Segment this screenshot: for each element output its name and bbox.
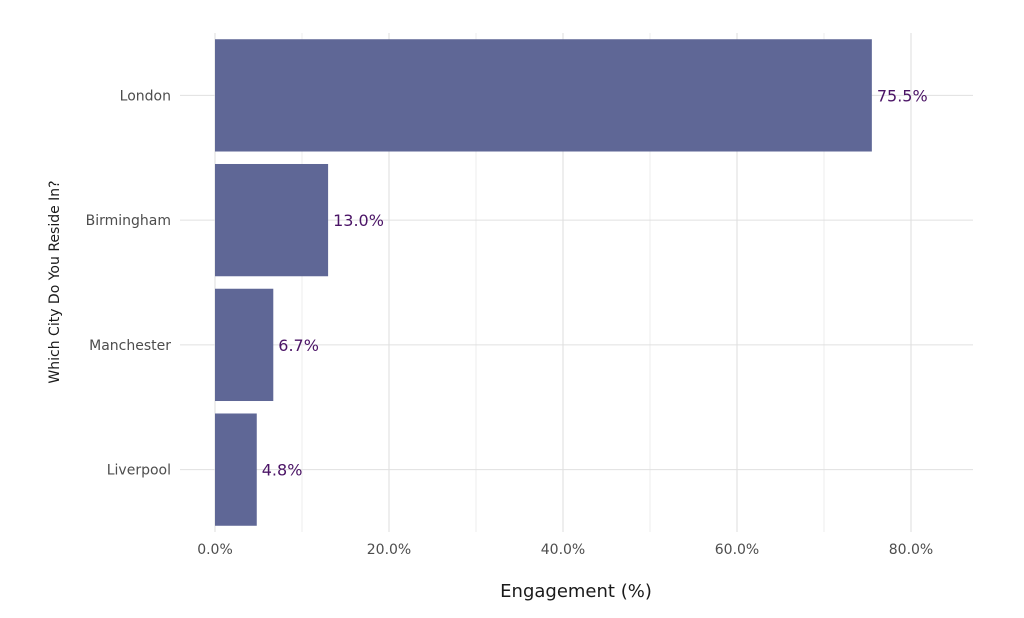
y-tick-label: Liverpool [107, 463, 171, 479]
x-axis-ticks: 0.0% 20.0% 40.0% 60.0% 80.0% [197, 542, 933, 558]
x-axis-title: Engagement (%) [500, 581, 652, 602]
bar-london [215, 39, 872, 152]
y-tick-label: Manchester [89, 338, 171, 354]
x-tick-label: 40.0% [541, 542, 585, 558]
x-tick-label: 20.0% [367, 542, 411, 558]
bar-liverpool [215, 413, 257, 526]
x-tick-label: 60.0% [715, 542, 759, 558]
data-label-liverpool: 4.8% [262, 461, 303, 480]
y-tick-label: London [120, 88, 171, 104]
data-labels: 75.5% 13.0% 6.7% 4.8% [262, 86, 928, 479]
data-label-london: 75.5% [877, 86, 928, 105]
y-tick-label: Birmingham [86, 213, 171, 229]
x-tick-label: 80.0% [889, 542, 933, 558]
bars [215, 39, 872, 526]
x-tick-label: 0.0% [197, 542, 233, 558]
data-label-manchester: 6.7% [278, 336, 319, 355]
data-label-birmingham: 13.0% [333, 211, 384, 230]
bar-birmingham [215, 163, 329, 277]
bar-manchester [215, 288, 274, 402]
y-axis-title: Which City Do You Reside In? [47, 180, 63, 383]
y-axis-ticks: London Birmingham Manchester Liverpool [86, 88, 172, 478]
